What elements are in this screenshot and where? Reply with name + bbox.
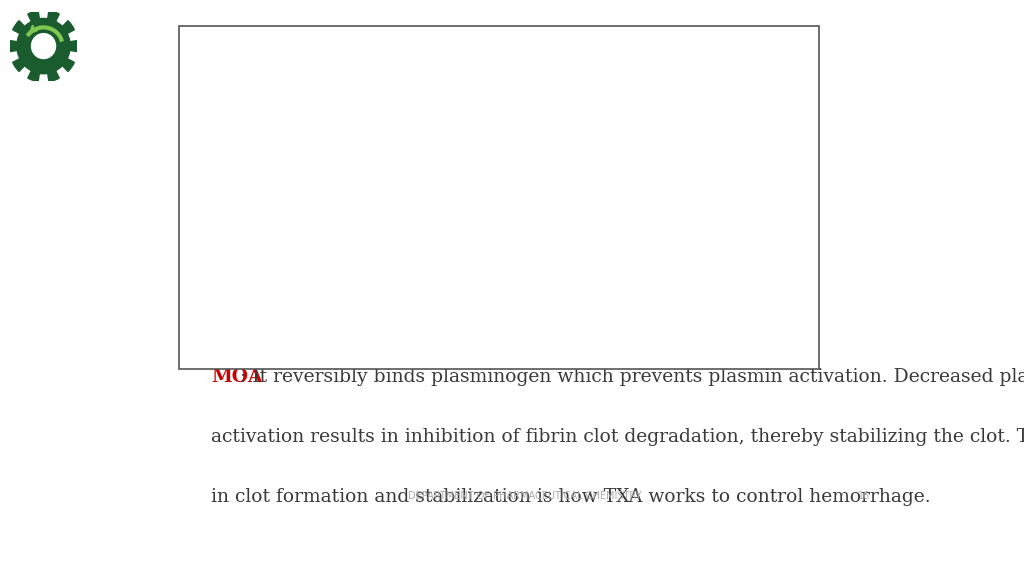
Ellipse shape [414,251,445,264]
Ellipse shape [354,323,387,336]
Text: 16: 16 [858,491,870,501]
Ellipse shape [428,70,461,81]
Ellipse shape [375,111,408,122]
Text: : It reversibly binds plasminogen which prevents plasmin activation. Decreased p: : It reversibly binds plasminogen which … [240,369,1024,386]
Wedge shape [9,40,43,52]
Ellipse shape [398,290,431,303]
Ellipse shape [310,46,343,57]
Text: Broken blood
vessel wall: Broken blood vessel wall [341,32,391,51]
Ellipse shape [215,239,391,318]
Ellipse shape [222,251,254,264]
Circle shape [32,33,55,59]
Ellipse shape [310,91,343,102]
Ellipse shape [287,70,319,81]
Ellipse shape [434,91,466,102]
Text: FIBRIN DEGRADATION
PRODUCTS: FIBRIN DEGRADATION PRODUCTS [673,245,801,273]
Ellipse shape [354,55,387,67]
Text: CLOT: CLOT [279,274,315,286]
Ellipse shape [207,293,240,306]
Text: Platelet: Platelet [188,78,217,87]
Text: activation results in inhibition of fibrin clot degradation, thereby stabilizing: activation results in inhibition of fibr… [211,429,1024,446]
Text: TXA shifts the balance in favour of clot forming: TXA shifts the balance in favour of clot… [214,179,438,188]
Text: Red blood cell: Red blood cell [194,32,248,40]
Ellipse shape [257,88,290,99]
Ellipse shape [345,297,378,309]
Text: Tranexamic
acid: Tranexamic acid [678,83,767,113]
Text: in clot formation and stabilization is how TXA works to control hemorrhage.: in clot formation and stabilization is h… [211,488,931,506]
Wedge shape [12,46,43,71]
Wedge shape [28,46,43,82]
Ellipse shape [334,116,367,127]
Wedge shape [43,40,78,52]
Ellipse shape [334,70,367,81]
Text: PLASMINOGEN: PLASMINOGEN [596,60,697,74]
Text: DEPARTMENT OF PHARMACEUTICAL CHEMISTRY: DEPARTMENT OF PHARMACEUTICAL CHEMISTRY [408,491,642,501]
Text: Activated
platelet: Activated platelet [356,221,392,240]
Text: Fibrin: Fibrin [194,236,215,245]
Text: FIBRIN: FIBRIN [522,252,563,266]
Ellipse shape [257,326,290,339]
Ellipse shape [274,112,307,123]
Wedge shape [43,46,59,82]
Ellipse shape [384,264,416,276]
Ellipse shape [304,321,337,334]
Wedge shape [12,21,43,46]
Ellipse shape [354,88,387,99]
Circle shape [16,18,70,74]
Ellipse shape [266,51,298,63]
Wedge shape [43,10,59,46]
Wedge shape [28,10,43,46]
Ellipse shape [325,247,357,260]
Text: MOA: MOA [211,369,263,386]
Ellipse shape [414,51,445,63]
Ellipse shape [193,267,225,280]
Wedge shape [43,46,75,71]
Ellipse shape [251,260,284,274]
Ellipse shape [384,70,416,81]
Wedge shape [43,21,75,46]
Text: PLASMIN: PLASMIN [615,160,677,173]
Ellipse shape [398,88,431,99]
